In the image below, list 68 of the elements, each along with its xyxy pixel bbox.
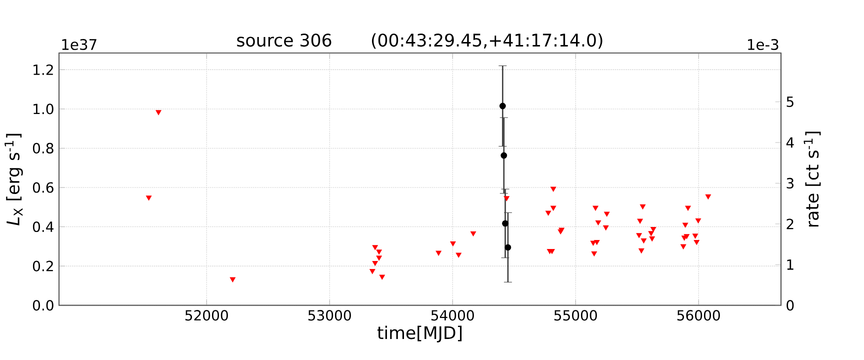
y2-tick-label: 3 (786, 178, 794, 189)
point (603, 225, 609, 230)
text: 1e-3 (748, 38, 778, 50)
point (648, 231, 654, 236)
x-axis-title: time[MJD] (377, 326, 462, 342)
chart-title: source 306 (237, 34, 332, 47)
y2-tick-label: 1 (787, 260, 794, 270)
point (500, 152, 508, 159)
point (637, 218, 643, 224)
point (372, 245, 378, 250)
point (694, 240, 700, 245)
point (376, 250, 382, 255)
point (376, 256, 382, 261)
point (504, 196, 510, 202)
point (650, 227, 656, 232)
point (146, 196, 152, 201)
y2-tick-label: 4 (786, 137, 794, 148)
y-tick-label: 0.4 (32, 221, 54, 232)
point (705, 194, 711, 200)
point (595, 220, 602, 226)
y2-tick-label: 0 (786, 300, 794, 311)
point (545, 210, 552, 216)
point (230, 277, 236, 282)
point (590, 240, 596, 246)
chart-subtitle: (00:43:29.45,+41:17:14.0) (372, 33, 602, 49)
point (640, 204, 646, 210)
x-tick-label: 52000 (185, 310, 228, 321)
x-tick-label: 53000 (308, 310, 351, 321)
point (591, 251, 597, 256)
point (685, 206, 691, 211)
point (592, 206, 598, 211)
point (504, 244, 512, 251)
point (502, 220, 508, 227)
point (436, 250, 442, 256)
y2-tick-label: 5 (786, 96, 794, 108)
y2-axis-title: rate [ct s$^{-1}$] (804, 132, 821, 227)
point (682, 222, 688, 228)
point (470, 231, 476, 236)
y-tick-label: 0.8 (32, 142, 54, 154)
x-tick-label: 54000 (431, 310, 474, 321)
x-tick-label: 56000 (677, 310, 720, 321)
point (695, 218, 702, 224)
point (450, 241, 456, 246)
point (636, 233, 642, 238)
y-tick-label: 0.2 (32, 260, 53, 272)
y2-tick-label: 2 (786, 218, 794, 230)
point (692, 234, 698, 239)
y-tick-label: 1.0 (34, 104, 54, 114)
point (638, 248, 644, 254)
point (680, 244, 686, 250)
point (550, 186, 556, 192)
point (499, 102, 506, 110)
point (604, 212, 610, 217)
y-tick-label: 0.6 (32, 182, 54, 193)
point (372, 260, 378, 266)
y-axis-title: L$_{X}$ [erg s$^{-1}$] (4, 134, 23, 226)
point (379, 274, 385, 280)
point (456, 252, 462, 258)
point (370, 269, 376, 274)
point (649, 236, 655, 242)
x-tick-label: 55000 (554, 310, 597, 321)
y-tick-label: 1.2 (34, 64, 53, 75)
point (156, 110, 162, 116)
y-tick-label: 0.0 (32, 300, 54, 311)
point (640, 238, 647, 244)
point (550, 206, 556, 211)
text: 1e37 (62, 38, 96, 50)
point (594, 240, 600, 245)
